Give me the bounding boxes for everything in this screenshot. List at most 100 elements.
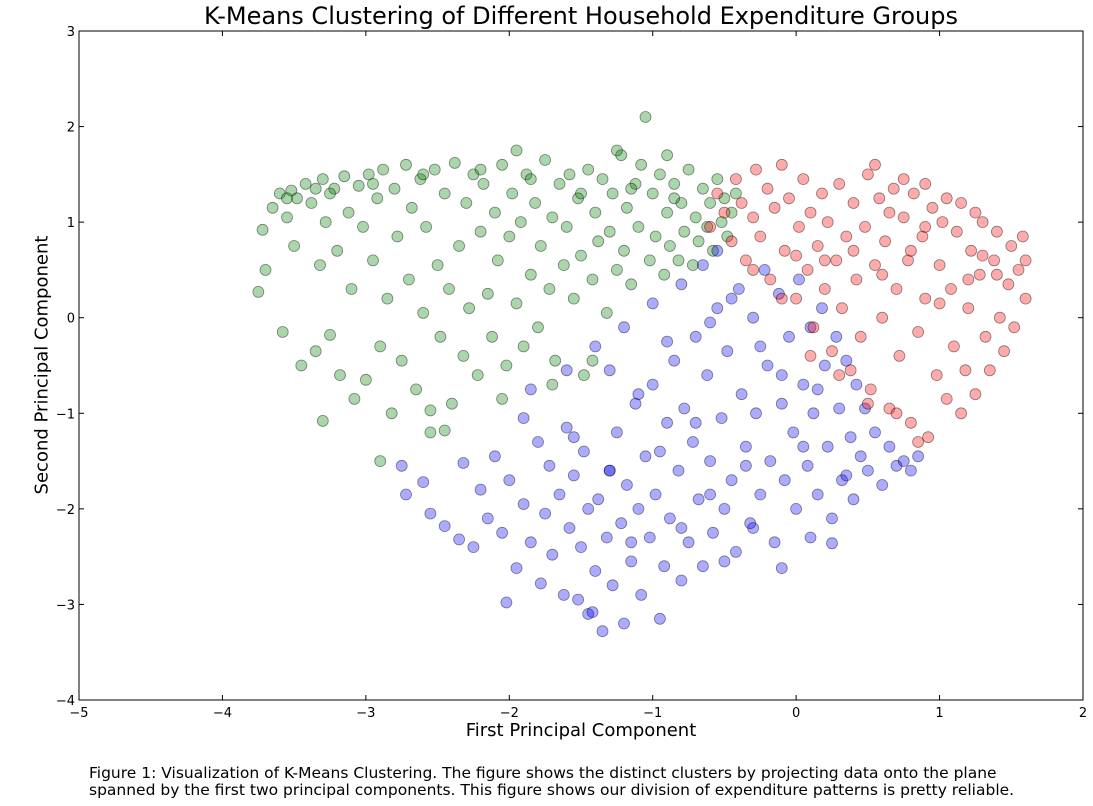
- scatter-point-s1-122: [697, 259, 709, 272]
- scatter-point-s2-27: [830, 254, 843, 267]
- scatter-point-s0-56: [463, 302, 476, 315]
- scatter-point-s2-57: [936, 216, 949, 229]
- scatter-point-s1-143: [826, 537, 838, 550]
- y-tick-label-1: −3: [56, 598, 75, 613]
- scatter-point-s1-121: [675, 278, 688, 291]
- scatter-point-s1-144: [582, 502, 595, 515]
- scatter-point-s1-40: [618, 617, 630, 630]
- scatter-point-s1-57: [678, 402, 691, 415]
- scatter-point-s1-85: [778, 474, 791, 487]
- scatter-point-s0-79: [546, 211, 559, 224]
- scatter-point-s0-38: [400, 158, 412, 171]
- scatter-point-s0-11: [299, 177, 312, 190]
- scatter-point-s0-143: [496, 392, 509, 405]
- scatter-point-s0-21: [338, 170, 351, 183]
- scatter-point-s2-93: [912, 436, 924, 448]
- scatter-point-s0-108: [649, 230, 662, 243]
- scatter-point-s2-52: [919, 292, 932, 305]
- scatter-point-s0-64: [491, 254, 504, 267]
- scatter-point-s1-33: [592, 493, 605, 506]
- scatter-point-s2-69: [979, 330, 992, 343]
- scatter-point-s1-136: [840, 469, 853, 482]
- scatter-point-s1-92: [804, 321, 817, 334]
- scatter-point-s0-63: [488, 206, 501, 219]
- scatter-point-s1-76: [747, 311, 759, 324]
- scatter-point-s2-56: [933, 259, 946, 272]
- scatter-point-s0-32: [377, 163, 390, 176]
- scatter-point-s0-72: [520, 168, 533, 181]
- x-tick-label-4: −1: [643, 706, 662, 721]
- scatter-point-s2-76: [1005, 240, 1018, 252]
- scatter-point-s2-85: [940, 192, 953, 205]
- scatter-point-s0-46: [428, 163, 441, 176]
- scatter-point-s1-91: [801, 459, 814, 472]
- scatter-point-s0-7: [285, 184, 298, 197]
- scatter-point-s1-117: [560, 364, 573, 377]
- caption-line-1: Figure 1: Visualization of K-Means Clust…: [89, 764, 997, 782]
- scatter-point-s0-142: [546, 378, 559, 391]
- x-axis-label: First Principal Component: [465, 720, 697, 741]
- scatter-point-s1-93: [807, 407, 820, 420]
- scatter-point-s1-106: [854, 450, 867, 463]
- y-tick-label-4: 0: [67, 312, 75, 327]
- scatter-point-s1-83: [773, 287, 785, 300]
- scatter-point-s1-52: [661, 416, 673, 429]
- y-tick-label-5: 1: [67, 216, 75, 231]
- scatter-point-s1-80: [761, 359, 774, 372]
- figure-caption: Figure 1: Visualization of K-Means Clust…: [89, 765, 1079, 799]
- scatter-point-s0-106: [643, 254, 656, 267]
- scatter-point-s0-55: [460, 197, 473, 209]
- scatter-point-s1-82: [768, 536, 781, 549]
- scatter-point-s1-26: [567, 469, 580, 482]
- scatter-point-s1-31: [586, 606, 599, 618]
- scatter-point-s0-23: [345, 283, 358, 295]
- scatter-point-s2-94: [955, 407, 967, 420]
- scatter-point-s0-114: [672, 254, 685, 267]
- scatter-point-s0-14: [314, 259, 326, 272]
- scatter-point-s1-81: [764, 455, 777, 468]
- scatter-point-s0-122: [701, 220, 714, 233]
- scatter-point-s0-137: [625, 182, 638, 195]
- scatter-point-s1-104: [847, 493, 860, 506]
- scatter-point-s2-54: [926, 201, 939, 214]
- scatter-point-s2-30: [840, 230, 853, 243]
- y-tick-label-0: −4: [56, 694, 75, 709]
- scatter-point-s1-132: [632, 388, 645, 401]
- scatter-point-s0-73: [524, 268, 537, 281]
- scatter-point-s2-74: [998, 345, 1010, 358]
- scatter-point-s2-34: [854, 330, 867, 343]
- y-tick-label-2: −2: [56, 503, 75, 518]
- scatter-point-s1-50: [654, 612, 666, 625]
- scatter-point-s1-2: [417, 476, 430, 489]
- scatter-point-s1-120: [646, 297, 659, 310]
- scatter-point-s0-43: [417, 306, 430, 319]
- scatter-point-s0-40: [405, 201, 418, 214]
- scatter-point-s1-75: [744, 517, 757, 530]
- scatter-point-s2-8: [750, 163, 762, 176]
- scatter-point-s0-149: [424, 404, 437, 417]
- scatter-point-s1-139: [654, 445, 666, 458]
- scatter-point-s0-42: [414, 173, 427, 186]
- scatter-point-s2-21: [807, 321, 820, 334]
- scatter-point-s0-147: [661, 149, 673, 162]
- scatter-point-s0-113: [668, 177, 681, 190]
- x-tick-label-2: −3: [356, 706, 375, 721]
- scatter-point-s0-119: [689, 211, 702, 224]
- scatter-point-s1-95: [816, 302, 828, 315]
- scatter-point-s2-70: [983, 364, 996, 377]
- scatter-point-s0-140: [309, 182, 322, 195]
- scatter-point-s0-22: [342, 206, 355, 219]
- scatter-point-s0-9: [291, 192, 303, 205]
- scatter-point-s1-102: [840, 354, 853, 367]
- scatter-point-s2-16: [790, 292, 802, 305]
- scatter-point-s2-28: [833, 177, 846, 190]
- scatter-point-s1-22: [553, 488, 566, 501]
- x-tick-label-0: −5: [69, 706, 88, 721]
- scatter-point-s1-47: [643, 531, 656, 544]
- scatter-point-s0-133: [417, 168, 430, 181]
- x-tick-label-3: −2: [500, 706, 519, 721]
- y-tick-label-7: 3: [67, 25, 75, 40]
- scatter-point-s0-17: [324, 328, 336, 341]
- scatter-point-s2-75: [1002, 278, 1015, 291]
- scatter-point-s1-123: [711, 244, 724, 257]
